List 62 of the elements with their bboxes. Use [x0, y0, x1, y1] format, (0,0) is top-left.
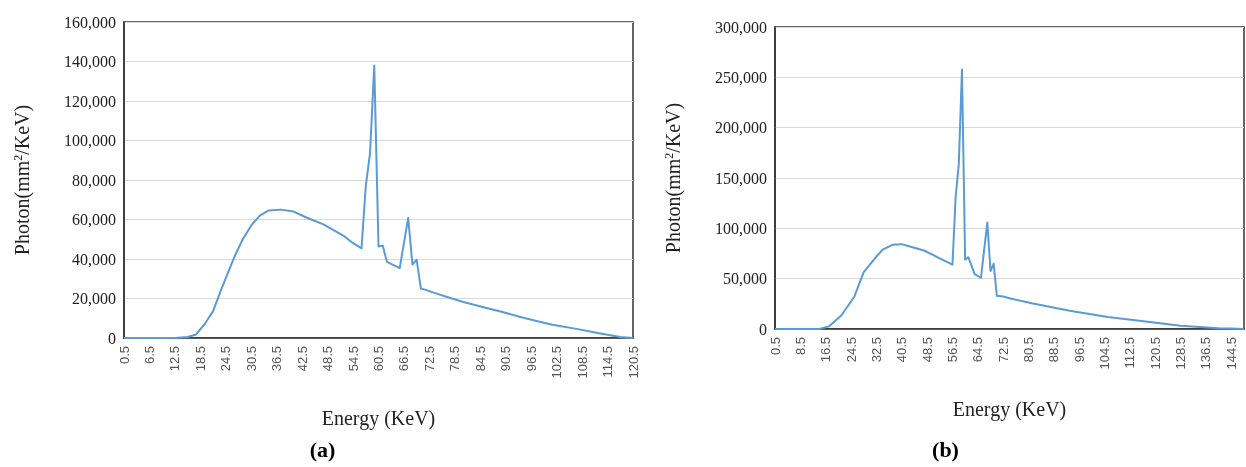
- text: (a): [309, 436, 336, 462]
- y-tick-label: 60,000: [72, 211, 116, 228]
- x-tick-label: 136.5: [1198, 337, 1214, 370]
- x-tick-label: 18.5: [192, 346, 208, 372]
- x-tick-label: 40.5: [894, 337, 910, 363]
- y-tick-label: 0: [108, 329, 116, 347]
- x-tick-label: 24.5: [843, 337, 859, 363]
- x-tick-label: 84.5: [472, 346, 488, 372]
- x-tick-label: 42.5: [294, 346, 310, 372]
- x-tick-label: 96.5: [1071, 337, 1087, 363]
- x-tick-label: 72.5: [995, 337, 1011, 363]
- x-tick-label: 128.5: [1173, 337, 1189, 370]
- x-tick-label: 104.5: [1097, 337, 1113, 370]
- y-tick-label: 40,000: [72, 250, 116, 268]
- y-tick-label: 160,000: [64, 13, 116, 31]
- x-tick-label: 56.5: [944, 337, 960, 363]
- y-tick-label: 200,000: [715, 119, 767, 137]
- x-tick-label: 60.5: [371, 346, 386, 372]
- x-tick-label: 78.5: [447, 346, 463, 372]
- y-axis-title: Photon(mm2/KeV): [11, 104, 34, 256]
- x-tick-label: 114.5: [600, 346, 616, 378]
- x-axis-title: Energy (KeV): [321, 407, 436, 430]
- x-tick-label: 88.5: [1046, 337, 1062, 363]
- y-tick-label: 20,000: [72, 290, 116, 307]
- y-tick-label: 150,000: [715, 169, 767, 187]
- y-tick-label: 300,000: [715, 18, 767, 36]
- x-tick-label: 12.5: [167, 346, 183, 372]
- x-tick-label: 90.5: [498, 346, 514, 372]
- x-tick-label: 96.5: [523, 346, 539, 372]
- x-tick-label: 16.5: [818, 337, 834, 363]
- x-tick-label: 120.5: [1147, 337, 1163, 370]
- x-tick-label: 6.5: [141, 346, 157, 365]
- x-tick-label: 120.5: [625, 346, 641, 379]
- y-tick-label: 100,000: [715, 219, 767, 237]
- x-tick-label: 8.5: [792, 337, 808, 356]
- y-tick-label: 120,000: [64, 92, 116, 110]
- y-tick-label: 140,000: [64, 53, 116, 70]
- x-tick-label: 32.5: [868, 337, 884, 363]
- text: (b): [932, 436, 959, 462]
- x-tick-label: 108.5: [574, 346, 590, 379]
- x-tick-label: 144.5: [1223, 337, 1239, 370]
- x-tick-label: 66.5: [396, 346, 412, 372]
- x-axis-title: Energy (KeV): [952, 398, 1067, 421]
- x-tick-label: 48.5: [320, 346, 336, 372]
- x-tick-label: 0.5: [116, 346, 132, 365]
- x-tick-label: 36.5: [269, 346, 285, 372]
- y-tick-label: 100,000: [64, 132, 116, 149]
- y-tick-label: 0: [759, 320, 767, 338]
- x-tick-label: 80.5: [1021, 337, 1037, 363]
- x-tick-label: 30.5: [243, 346, 259, 372]
- y-tick-label: 50,000: [723, 270, 767, 288]
- y-tick-label: 80,000: [72, 171, 116, 189]
- y-tick-label: 250,000: [715, 68, 767, 86]
- x-tick-label: 54.5: [345, 346, 361, 372]
- x-tick-label: 24.5: [218, 346, 234, 372]
- x-tick-label: 102.5: [549, 346, 565, 379]
- y-axis-title: Photon(mm2/KeV): [662, 102, 685, 254]
- x-tick-label: 72.5: [421, 346, 437, 372]
- x-tick-label: 112.5: [1122, 337, 1138, 369]
- x-tick-label: 48.5: [919, 337, 935, 363]
- x-tick-label: 64.5: [970, 337, 986, 363]
- x-tick-label: 0.5: [767, 337, 783, 356]
